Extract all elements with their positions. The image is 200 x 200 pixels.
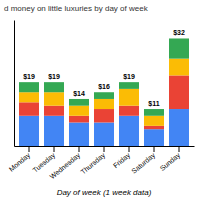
x-tick-mark — [29, 146, 30, 152]
bar-segment — [69, 106, 89, 116]
total-label: $19 — [23, 73, 35, 81]
plot-area: $19$19$14$16$19$11$32MondayTuesdayWednes… — [8, 21, 195, 182]
x-axis: MondayTuesdayWednesdayThursdayFridaySatu… — [8, 146, 195, 181]
x-tick: Thursday — [79, 146, 107, 176]
x-tick: Sunday — [159, 146, 183, 173]
bar-segment — [69, 122, 89, 146]
x-axis-title: Day of week (1 week data) — [57, 188, 152, 197]
bar-segment — [144, 129, 164, 146]
bar-segment — [144, 109, 164, 116]
total-label: $32 — [173, 29, 185, 37]
bar-segment — [144, 126, 164, 129]
bar-segment — [94, 122, 114, 146]
bar-segment — [169, 38, 189, 58]
x-tick-mark — [129, 146, 130, 152]
x-tick-mark — [104, 146, 105, 152]
x-tick-label: Wednesday — [48, 151, 82, 181]
chart: $19$19$14$16$19$11$32MondayTuesdayWednes… — [0, 0, 200, 200]
bar-segment — [69, 99, 89, 106]
bar-segment — [44, 106, 64, 116]
x-tick-mark — [54, 146, 55, 152]
bar-segment — [169, 109, 189, 146]
y-axis — [14, 21, 15, 147]
bar-segment — [19, 92, 39, 102]
bar-segment — [144, 116, 164, 126]
x-tick-mark — [79, 146, 80, 152]
series-1 — [19, 75, 189, 129]
bar-segment — [119, 106, 139, 116]
x-tick: Saturday — [130, 146, 157, 175]
x-tick-label: Thursday — [79, 151, 107, 176]
x-tick-label: Saturday — [130, 151, 157, 175]
x-tick-label: Monday — [8, 151, 33, 173]
bar-segment — [169, 75, 189, 109]
bar-segment — [44, 116, 64, 146]
title: d money on little luxuries by day of wee… — [4, 4, 149, 13]
y-axis-line — [14, 21, 15, 147]
bar-segment — [19, 82, 39, 92]
total-labels: $19 $19 $14 $16 $19 $11 $32 — [23, 29, 185, 108]
bar-segment — [119, 116, 139, 146]
bars — [19, 38, 189, 146]
total-label: $19 — [48, 73, 60, 81]
total-label: $14 — [73, 90, 85, 98]
total-label: $19 — [123, 73, 135, 81]
x-tick-label: Friday — [112, 151, 132, 170]
bar-segment — [119, 82, 139, 89]
bar-segment — [19, 116, 39, 146]
total-label: $16 — [98, 83, 110, 91]
bar-segment — [44, 92, 64, 105]
series-2 — [19, 59, 189, 126]
total-label: $11 — [148, 100, 159, 108]
bar-segment — [94, 109, 114, 122]
bar-segment — [169, 59, 189, 76]
bar-segment — [94, 92, 114, 99]
x-tick: Wednesday — [48, 146, 82, 181]
bar-segment — [69, 116, 89, 123]
x-tick: Friday — [112, 146, 132, 170]
series-3 — [19, 38, 189, 115]
x-tick-mark — [179, 146, 180, 152]
x-tick-label: Sunday — [159, 151, 183, 173]
x-tick: Monday — [8, 146, 33, 173]
x-tick-mark — [154, 146, 155, 152]
bar-segment — [119, 89, 139, 106]
bar-segment — [44, 82, 64, 92]
bar-segment — [94, 99, 114, 109]
bar-segment — [19, 102, 39, 115]
